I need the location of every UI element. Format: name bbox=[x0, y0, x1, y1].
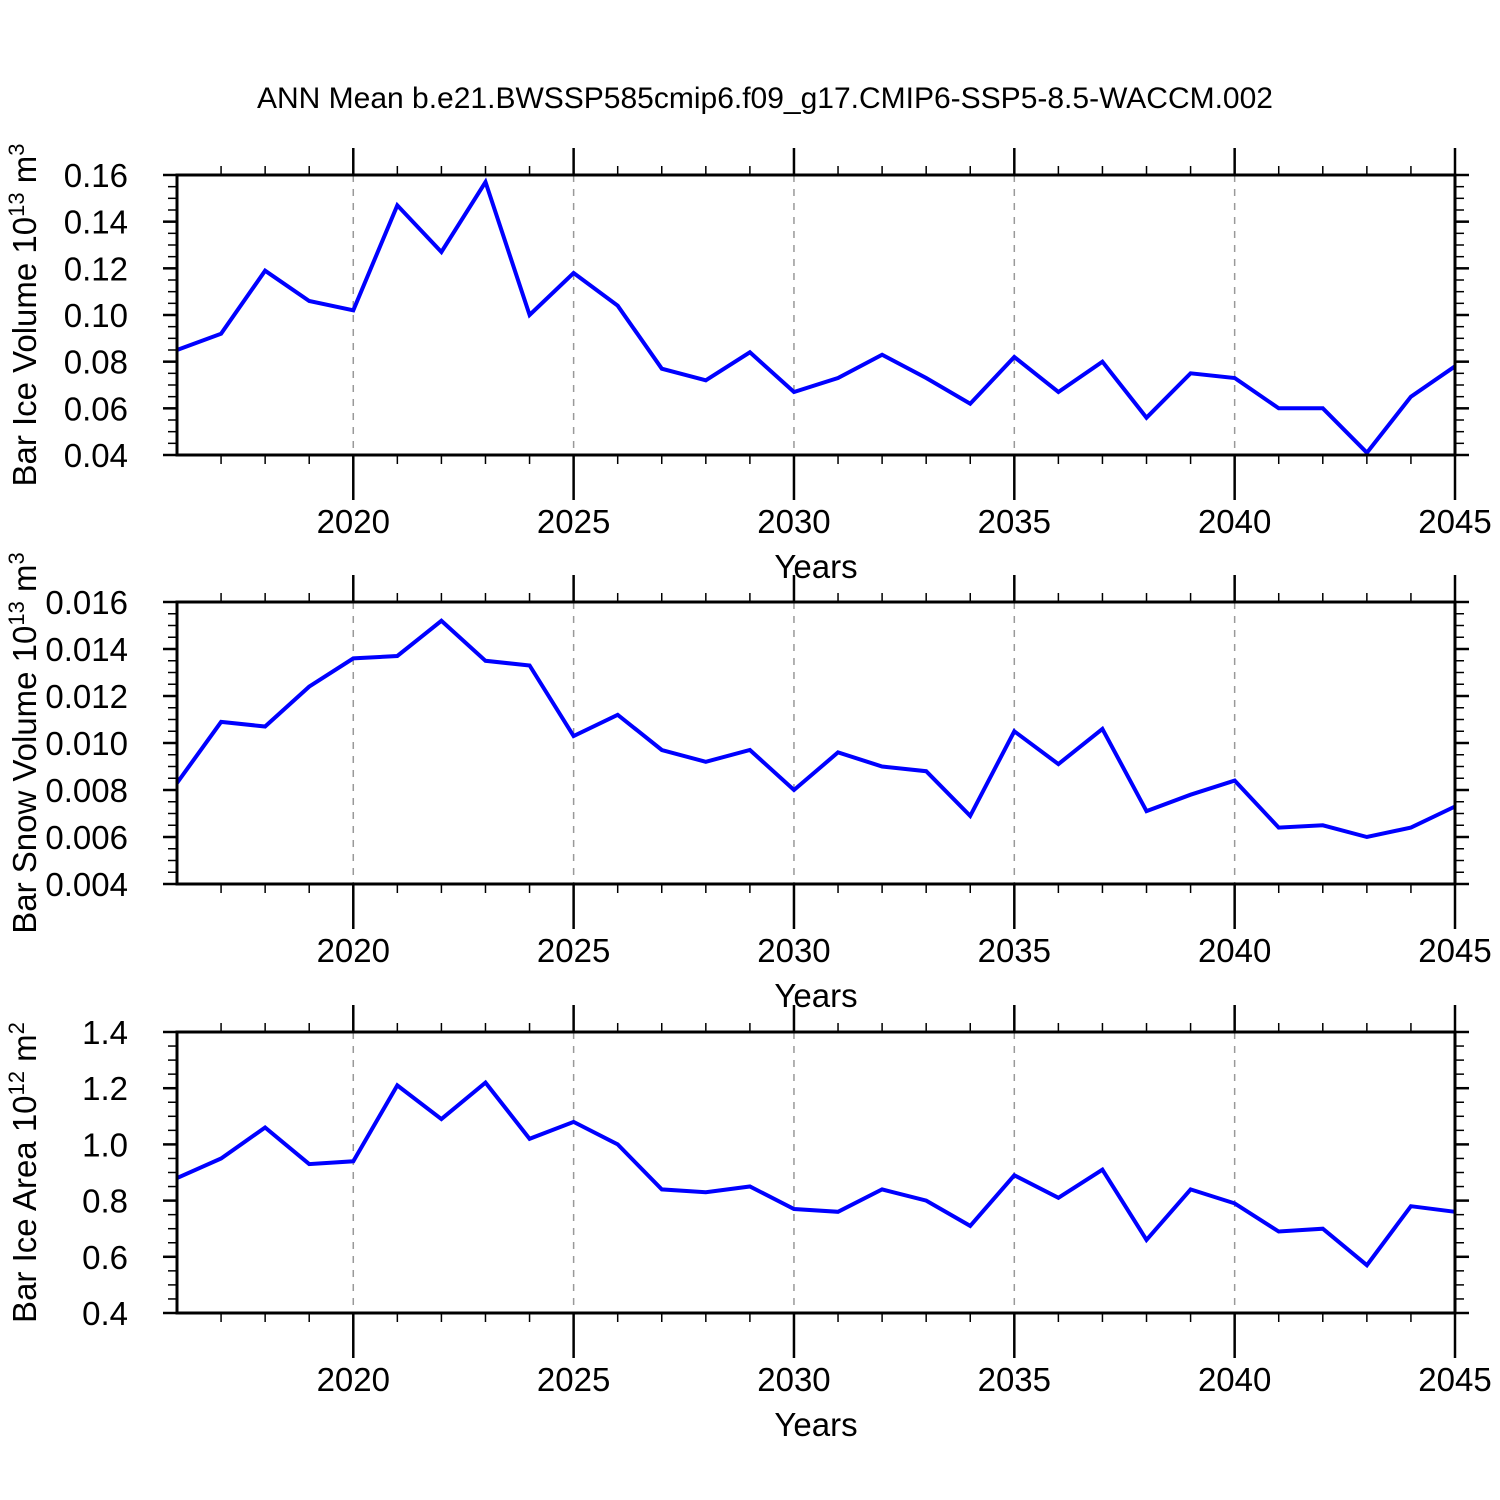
y-tick-label-0.004: 0.004 bbox=[45, 866, 128, 903]
data-line-snow-volume bbox=[175, 618, 1456, 840]
y-major-ticks bbox=[163, 1030, 1469, 1315]
panel-ice-area: 0.4 0.6 0.8 1.0 1.2 1.4 2020 2025 2030 2035 2040 20… bbox=[4, 1005, 1492, 1443]
y-minor-ticks bbox=[168, 1045, 1464, 1300]
x-axis-title: Years bbox=[774, 548, 857, 585]
panel-snow-volume: 0.004 0.006 0.008 0.010 0.012 0.014 0.016 2020 2… bbox=[4, 552, 1492, 1014]
x-tick-label-2035: 2035 bbox=[978, 932, 1051, 969]
y-tick-label-0.04: 0.04 bbox=[64, 437, 128, 474]
x-minor-ticks bbox=[220, 593, 1412, 893]
y-major-ticks bbox=[163, 173, 1469, 457]
y-tick-label-0.6: 0.6 bbox=[82, 1239, 128, 1276]
x-major-ticks bbox=[352, 1005, 1457, 1358]
x-tick-label-2035: 2035 bbox=[978, 503, 1051, 540]
page-title: ANN Mean b.e21.BWSSP585cmip6.f09_g17.CMI… bbox=[256, 82, 1273, 115]
x-tick-label-2025: 2025 bbox=[537, 503, 610, 540]
plot-box bbox=[175, 1030, 1457, 1315]
x-tick-label-2045: 2045 bbox=[1418, 503, 1491, 540]
y-minor-ticks bbox=[168, 613, 1464, 873]
x-tick-label-2035: 2035 bbox=[978, 1361, 1051, 1398]
y-tick-label-0.012: 0.012 bbox=[45, 678, 128, 715]
x-major-ticks bbox=[352, 148, 1457, 500]
y-tick-label-0.16: 0.16 bbox=[64, 157, 128, 194]
data-line-ice-volume bbox=[176, 177, 1457, 456]
x-minor-ticks bbox=[220, 1023, 1412, 1322]
y-axis-title: Bar Snow Volume 1013​ m3​ bbox=[4, 552, 43, 934]
y-tick-label-0.008: 0.008 bbox=[45, 772, 128, 809]
x-tick-label-2040: 2040 bbox=[1198, 1361, 1271, 1398]
x-axis-title: Years bbox=[774, 977, 857, 1014]
panel-ice-volume: 0.04 0.06 0.08 0.10 0.12 0.14 0.16 2020 2025 2030… bbox=[4, 143, 1492, 585]
x-minor-ticks bbox=[220, 166, 1412, 464]
x-major-ticks bbox=[352, 575, 1457, 929]
x-tick-label-2045: 2045 bbox=[1418, 932, 1491, 969]
x-tick-label-2040: 2040 bbox=[1198, 503, 1271, 540]
y-tick-label-1.4: 1.4 bbox=[82, 1014, 128, 1051]
x-tick-label-2030: 2030 bbox=[757, 503, 830, 540]
y-tick-label-0.06: 0.06 bbox=[64, 390, 128, 427]
y-tick-label-0.8: 0.8 bbox=[82, 1183, 128, 1220]
y-tick-label-0.016: 0.016 bbox=[45, 584, 128, 621]
x-tick-label-2040: 2040 bbox=[1198, 932, 1271, 969]
x-tick-label-2030: 2030 bbox=[757, 1361, 830, 1398]
x-tick-label-2020: 2020 bbox=[317, 932, 390, 969]
plot-box bbox=[175, 173, 1457, 457]
y-tick-label-0.12: 0.12 bbox=[64, 250, 128, 287]
x-tick-label-2030: 2030 bbox=[757, 932, 830, 969]
y-tick-label-0.014: 0.014 bbox=[45, 631, 128, 668]
y-axis-title: Bar Ice Area 1012​ m2​ bbox=[4, 1022, 43, 1323]
y-tick-label-0.14: 0.14 bbox=[64, 204, 128, 241]
y-axis-title: Bar Ice Volume 1013​ m3​ bbox=[4, 143, 43, 486]
y-tick-label-0.10: 0.10 bbox=[64, 297, 128, 334]
y-tick-label-0.4: 0.4 bbox=[82, 1295, 128, 1332]
x-tick-label-2020: 2020 bbox=[317, 1361, 390, 1398]
y-major-ticks bbox=[163, 600, 1469, 886]
x-tick-label-2025: 2025 bbox=[537, 932, 610, 969]
x-axis-title: Years bbox=[774, 1406, 857, 1443]
x-tick-label-2025: 2025 bbox=[537, 1361, 610, 1398]
x-tick-label-2045: 2045 bbox=[1418, 1361, 1491, 1398]
x-tick-label-2020: 2020 bbox=[317, 503, 390, 540]
y-tick-label-0.010: 0.010 bbox=[45, 725, 128, 762]
y-tick-label-0.08: 0.08 bbox=[64, 344, 128, 381]
y-tick-label-1.2: 1.2 bbox=[82, 1070, 128, 1107]
y-minor-ticks bbox=[168, 185, 1464, 445]
y-tick-label-0.006: 0.006 bbox=[45, 819, 128, 856]
plot-box bbox=[175, 600, 1457, 886]
y-tick-label-1.0: 1.0 bbox=[82, 1126, 128, 1163]
data-line-ice-area bbox=[176, 1079, 1456, 1269]
